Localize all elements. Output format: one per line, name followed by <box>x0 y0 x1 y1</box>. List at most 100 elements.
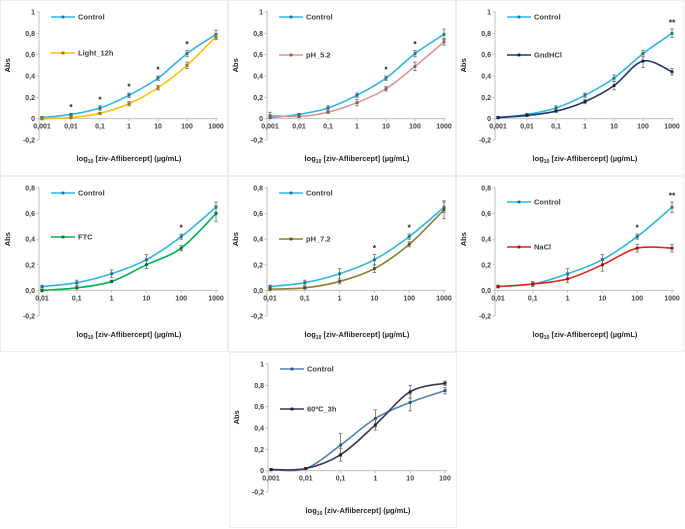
y-tick-label: 0,2 <box>253 95 263 102</box>
series-marker <box>75 281 79 285</box>
y-tick-label: 0 <box>487 116 491 123</box>
x-tick-label: 1000 <box>664 295 680 302</box>
significance-mark: * <box>69 102 73 112</box>
x-tick-label: 100 <box>175 295 187 302</box>
x-tick-label: 100 <box>631 295 643 302</box>
y-tick-label: -0,2 <box>23 138 35 145</box>
series-marker <box>40 285 44 288</box>
x-tick-label: 10 <box>382 124 390 131</box>
x-tick-label: 0,1 <box>551 124 561 131</box>
x-tick-label: 100 <box>637 124 649 131</box>
series-line <box>269 208 445 290</box>
y-tick-label: 0,6 <box>253 52 263 59</box>
legend-item-FTC: FTC <box>51 233 93 242</box>
y-tick-label: 0,2 <box>254 447 264 454</box>
axes: 0,8 0,6 0,4 0,2 0,0 -0,2 0,01 0,1 1 10 100 1000 <box>479 186 680 321</box>
series-pH_5.2 <box>268 38 446 120</box>
legend-marker <box>517 200 521 204</box>
series-marker <box>442 208 446 212</box>
legend-label: pH_5.2 <box>306 51 331 60</box>
series-marker <box>641 59 645 63</box>
series-marker <box>408 401 412 404</box>
x-tick-label: 1000 <box>664 124 680 131</box>
legend-label: Control <box>78 13 105 22</box>
axes: 1 0,8 0,6 0,4 0,2 0 -0,2 0,001 0,01 0,1 1 10 100 1000 <box>479 10 680 145</box>
y-tick-label: 0 <box>259 116 263 123</box>
y-tick-label: 0,4 <box>25 237 35 244</box>
significance-mark: * <box>373 243 377 253</box>
series-marker <box>338 443 342 447</box>
legend-item-Control: Control <box>279 13 333 22</box>
series-marker <box>127 93 131 97</box>
significance-mark: ** <box>669 18 676 28</box>
x-tick-label: 1 <box>338 295 342 302</box>
x-tick-label: 0,1 <box>323 124 333 131</box>
series-pH_7.2 <box>268 200 446 291</box>
chart-panel-light-12h: 1 0,8 0,6 0,4 0,2 0 -0,2 0,001 0,01 0,1 1 10 100 1000… <box>0 0 228 176</box>
x-axis-title: log10 [ziv-Aflibercept] (µg/mL) <box>77 330 182 341</box>
significance-mark: ** <box>669 191 676 201</box>
x-axis-title: log10 [ziv-Aflibercept] (µg/mL) <box>305 506 410 517</box>
series-marker <box>583 93 587 97</box>
axes: 0,8 0,6 0,4 0,2 0,0 -0,2 0,01 0,1 1 10 100 1000 <box>251 186 452 321</box>
y-tick-label: -0,2 <box>479 314 491 321</box>
y-tick-label: 1 <box>260 362 264 369</box>
y-tick-label: 0,2 <box>25 95 35 102</box>
y-tick-label: 0,4 <box>25 74 35 81</box>
x-tick-label: 0,01 <box>263 295 277 302</box>
series-marker <box>566 272 569 276</box>
legend-item-Control: Control <box>279 365 333 374</box>
legend-label: NaCl <box>534 243 551 252</box>
series-marker <box>442 40 446 44</box>
legend-item-60ºC_3h: 60ºC_3h <box>279 405 337 414</box>
x-tick-label: 10 <box>610 124 618 131</box>
series-marker <box>442 33 446 36</box>
significance-mark: * <box>180 223 184 233</box>
series-marker <box>214 212 218 215</box>
significance-mark: * <box>156 65 160 75</box>
x-axis-title: log10 [ziv-Aflibercept] (µg/mL) <box>305 330 410 341</box>
x-tick-label: 1 <box>583 124 587 131</box>
series-marker <box>601 263 604 267</box>
y-tick-label: 0,2 <box>25 262 35 269</box>
y-axis-title: Abs <box>3 58 12 72</box>
series-marker <box>554 109 558 113</box>
legend-item-Control: Control <box>51 13 105 22</box>
series-marker <box>156 76 160 80</box>
legend-label: Control <box>534 198 561 207</box>
series-marker <box>413 52 417 55</box>
x-tick-label: 1 <box>127 124 131 131</box>
series-marker <box>297 115 301 118</box>
legend-item-Control: Control <box>507 198 561 207</box>
x-tick-label: 1000 <box>436 295 452 302</box>
series-marker <box>443 381 446 385</box>
axes: 1 0,8 0,6 0,4 0,2 0 -0,2 0,001 0,01 0,1 1 10 100 1000 <box>23 10 224 145</box>
significance-mark: * <box>413 39 417 49</box>
series-marker <box>303 281 307 285</box>
legend-label: 60ºC_3h <box>307 405 337 414</box>
series-marker <box>268 287 272 291</box>
series-marker <box>69 116 73 119</box>
y-tick-label: -0,2 <box>251 314 263 321</box>
y-tick-label: 0,2 <box>481 95 491 102</box>
legend-item-Control: Control <box>279 189 333 198</box>
series-marker <box>373 258 376 262</box>
chart-svg-top-middle: 1 0,8 0,6 0,4 0,2 0 -0,2 0,001 0,01 0,1 1 10 100 1000… <box>231 10 452 165</box>
legend: Control NaCl <box>507 198 561 252</box>
legend-marker <box>517 53 521 57</box>
x-tick-label: 100 <box>409 124 421 131</box>
significance-mark: * <box>408 223 412 233</box>
series-marker <box>407 235 411 239</box>
x-tick-label: 10 <box>143 295 151 302</box>
legend-label: GndHCl <box>534 51 562 60</box>
series-line <box>497 246 673 288</box>
x-tick-label: 1000 <box>208 295 224 302</box>
series-marker <box>145 258 148 262</box>
x-tick-label: 1000 <box>208 124 224 131</box>
x-tick-label: 0,1 <box>72 295 82 302</box>
y-tick-label: 0,8 <box>25 186 35 193</box>
legend: Control 60ºC_3h <box>279 365 337 414</box>
series-marker <box>355 93 359 97</box>
legend-marker <box>289 237 293 241</box>
chart-svg-top-left: 1 0,8 0,6 0,4 0,2 0 -0,2 0,001 0,01 0,1 1 10 100 1000… <box>3 10 224 165</box>
